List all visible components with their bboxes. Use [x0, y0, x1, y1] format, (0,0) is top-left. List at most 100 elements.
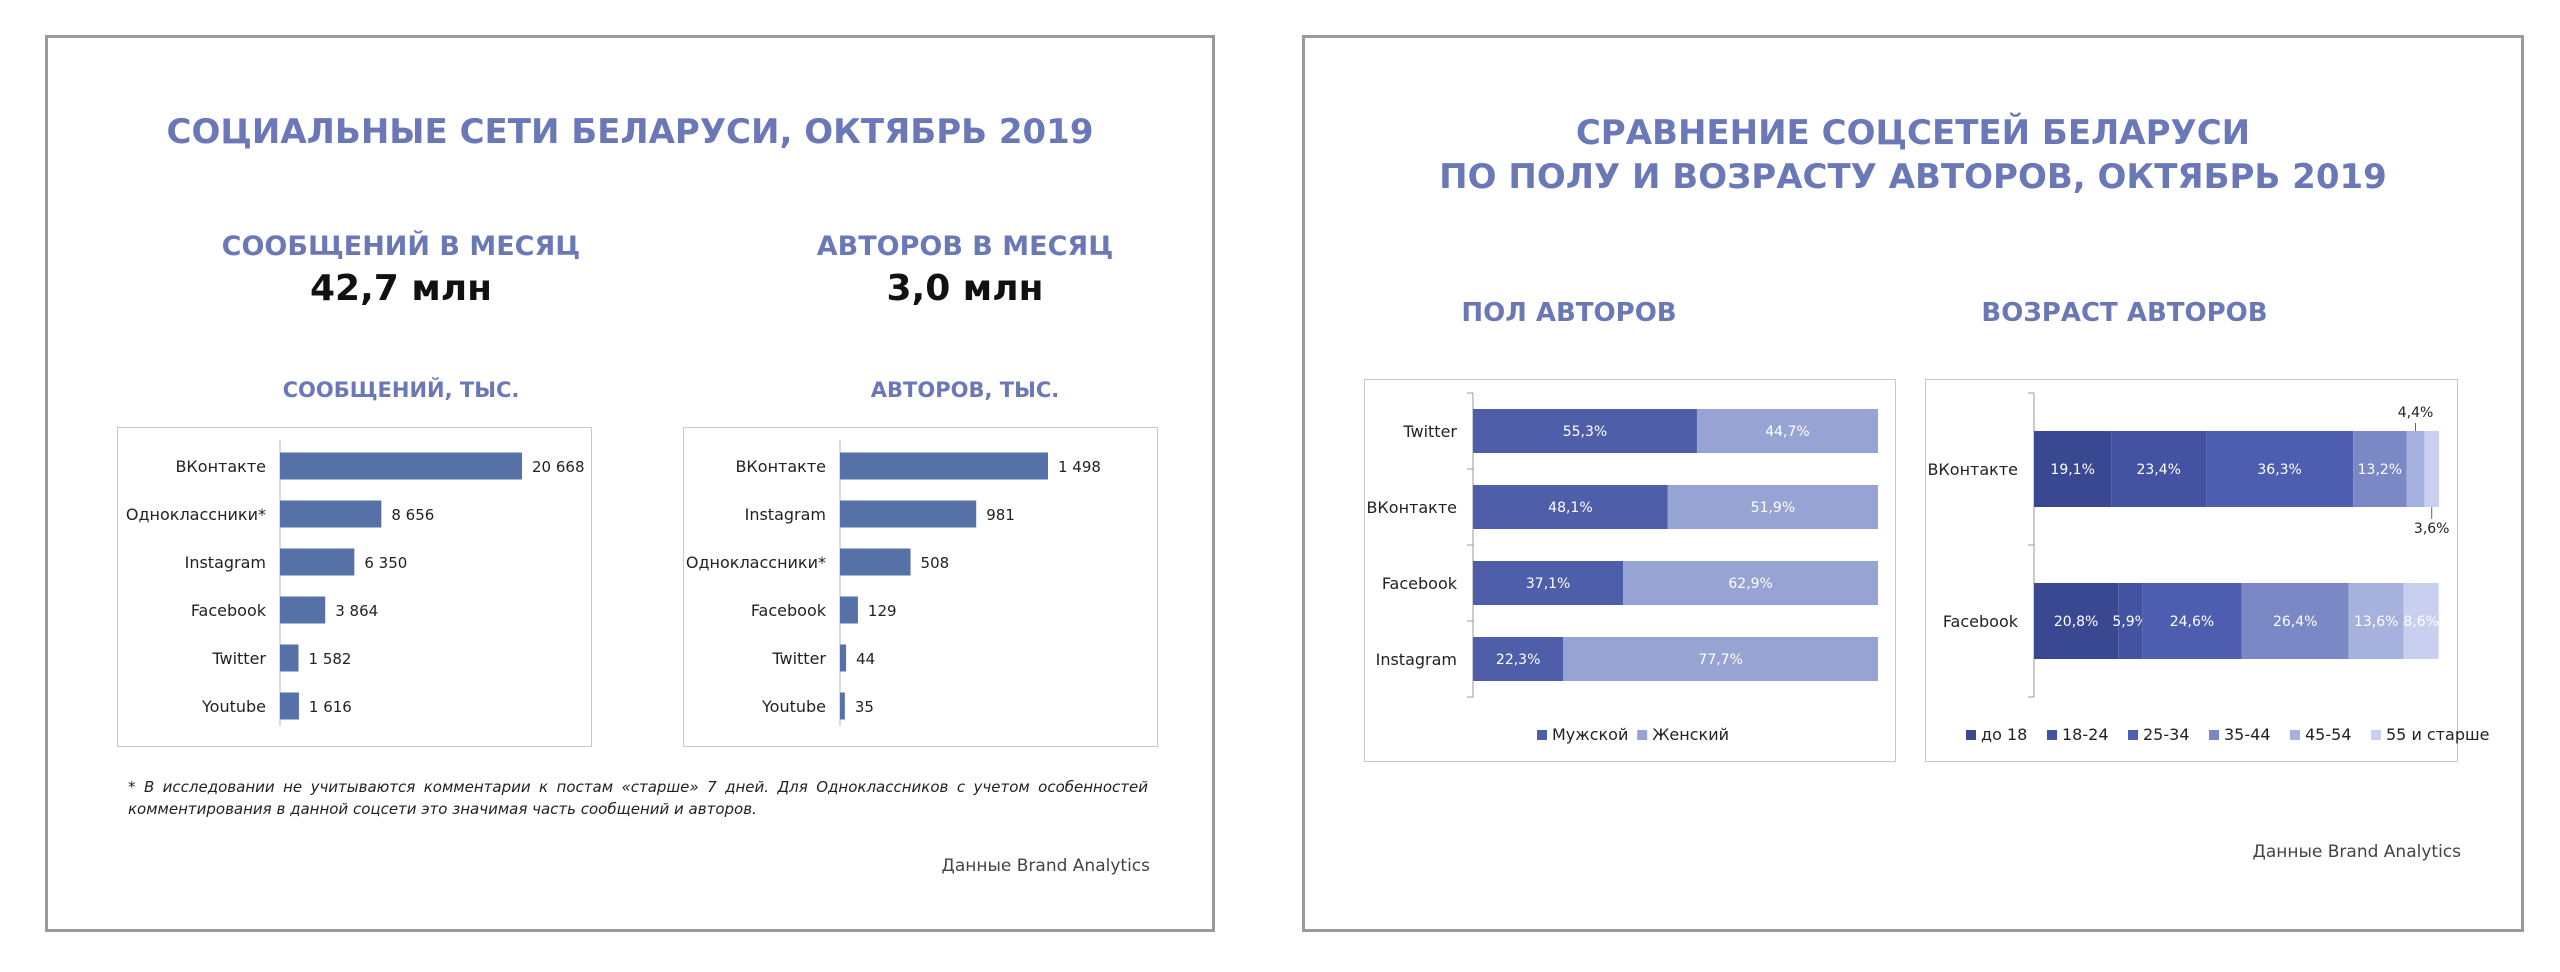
- messages-category-label: Instagram: [185, 553, 266, 572]
- kpi-messages-value: 42,7 млн: [309, 268, 493, 309]
- messages-value-label: 1 582: [309, 650, 352, 668]
- authors-bar: [840, 692, 845, 720]
- age-segment: [2353, 431, 2407, 507]
- source-label: Данные Brand Analytics: [2252, 842, 2461, 862]
- gender-legend-swatch: [1537, 730, 1547, 740]
- age-segment: [2118, 583, 2143, 659]
- authors-bar: [840, 596, 858, 624]
- gender-legend-label: Мужской: [1552, 725, 1628, 744]
- gender-category-label: Instagram: [1376, 650, 1457, 669]
- gender-legend-label: Женский: [1652, 725, 1729, 744]
- authors-bar: [840, 452, 1048, 480]
- age-legend-swatch: [2209, 730, 2219, 740]
- kpi-authors-label: АВТОРОВ В МЕСЯЦ: [816, 231, 1114, 262]
- messages-bar: [280, 548, 355, 576]
- age-legend-label: до 18: [1981, 725, 2027, 744]
- age-segment-label: 4,4%: [2398, 405, 2434, 421]
- age-category-label: Facebook: [1943, 612, 2019, 631]
- messages-chart-title: СООБЩЕНИЙ, ТЫС.: [282, 378, 520, 402]
- age-chart-svg: ВКонтакте 19,1% 23,4% 36,3% 13,2% 4,4% 3,6% Fac…: [1927, 392, 2490, 744]
- age-legend-label: 45-54: [2305, 725, 2352, 744]
- authors-bar: [840, 500, 977, 528]
- gender-segment: [1473, 485, 1668, 529]
- messages-bar: [280, 644, 299, 672]
- gender-segment-label: 55,3%: [1563, 424, 1607, 440]
- gender-segment-label: 51,9%: [1751, 500, 1795, 516]
- authors-category-label: Facebook: [751, 601, 827, 620]
- age-category-label: ВКонтакте: [1927, 460, 2018, 479]
- age-segment-label: 24,6%: [2170, 614, 2214, 630]
- age-segment-label: 20,8%: [2054, 614, 2098, 630]
- footnote: * В исследовании не учитываются коммента…: [128, 778, 1148, 818]
- gender-segment: [1473, 561, 1624, 605]
- age-segment: [2206, 431, 2354, 507]
- messages-category-label: Одноклассники*: [126, 505, 266, 524]
- gender-segment: [1473, 409, 1697, 453]
- source-label: Данные Brand Analytics: [941, 856, 1150, 876]
- gender-category-label: Facebook: [1382, 574, 1458, 593]
- messages-bar: [280, 452, 522, 480]
- messages-category-label: Youtube: [201, 697, 266, 716]
- age-segment-label: 26,4%: [2273, 614, 2317, 630]
- messages-value-label: 20 668: [532, 458, 585, 476]
- slide-social-networks: СОЦИАЛЬНЫЕ СЕТИ БЕЛАРУСИ, ОКТЯБРЬ 2019 С…: [45, 35, 1215, 932]
- messages-category-label: Facebook: [191, 601, 267, 620]
- authors-chart-svg: ВКонтакте 1 498 Instagram 981 Одноклассники*…: [686, 440, 1101, 726]
- age-segment: [2424, 431, 2439, 507]
- gender-segment: [1696, 409, 1878, 453]
- gender-segment: [1667, 485, 1878, 529]
- messages-value-label: 3 864: [335, 602, 378, 620]
- authors-category-label: Youtube: [761, 697, 826, 716]
- gender-segment-label: 44,7%: [1765, 424, 1809, 440]
- gender-legend-swatch: [1637, 730, 1648, 740]
- gender-segment: [1623, 561, 1878, 605]
- age-legend-swatch: [2047, 730, 2057, 740]
- authors-category-label: Instagram: [745, 505, 826, 524]
- page-title-line2: ПО ПОЛУ И ВОЗРАСТУ АВТОРОВ, ОКТЯБРЬ 2019: [1439, 157, 2387, 197]
- gender-heading: ПОЛ АВТОРОВ: [1461, 298, 1677, 328]
- messages-value-label: 8 656: [391, 506, 434, 524]
- age-segment-label: 13,2%: [2358, 462, 2402, 478]
- messages-chart: ВКонтакте 20 668 Одноклассники* 8 656 Instag…: [117, 427, 592, 747]
- age-legend-swatch: [2371, 730, 2381, 740]
- gender-category-label: Twitter: [1402, 422, 1457, 441]
- authors-bar: [840, 548, 911, 576]
- messages-bar: [280, 500, 382, 528]
- age-segment: [2111, 431, 2207, 507]
- authors-value-label: 44: [856, 650, 875, 668]
- authors-chart: ВКонтакте 1 498 Instagram 981 Одноклассники*…: [683, 427, 1158, 747]
- age-segment: [2034, 431, 2112, 507]
- kpi-authors-value: 3,0 млн: [886, 268, 1044, 309]
- age-segment-label: 13,6%: [2354, 614, 2398, 630]
- messages-category-label: Twitter: [211, 649, 266, 668]
- authors-value-label: 508: [921, 554, 950, 572]
- kpi-messages-label: СООБЩЕНИЙ В МЕСЯЦ: [221, 231, 581, 262]
- age-segment-label: 8,6%: [2403, 614, 2439, 630]
- age-legend-label: 35-44: [2224, 725, 2271, 744]
- page-title-line1: СРАВНЕНИЕ СОЦСЕТЕЙ БЕЛАРУСИ: [1575, 113, 2251, 153]
- age-segment: [2403, 583, 2439, 659]
- age-segment-label: 36,3%: [2257, 462, 2301, 478]
- age-legend-swatch: [1966, 730, 1976, 740]
- authors-value-label: 1 498: [1058, 458, 1101, 476]
- authors-category-label: Одноклассники*: [686, 553, 826, 572]
- gender-segment-label: 37,1%: [1526, 576, 1570, 592]
- age-legend-label: 25-34: [2143, 725, 2190, 744]
- age-heading: ВОЗРАСТ АВТОРОВ: [1981, 298, 2268, 328]
- authors-value-label: 129: [868, 602, 897, 620]
- age-chart: ВКонтакте 19,1% 23,4% 36,3% 13,2% 4,4% 3,6% Fac…: [1925, 379, 2490, 762]
- age-segment: [2348, 583, 2404, 659]
- gender-segment: [1563, 637, 1878, 681]
- age-segment-label: 23,4%: [2136, 462, 2180, 478]
- gender-segment-label: 77,7%: [1698, 652, 1742, 668]
- authors-value-label: 35: [855, 698, 874, 716]
- messages-category-label: ВКонтакте: [175, 457, 266, 476]
- messages-value-label: 6 350: [364, 554, 407, 572]
- authors-chart-title: АВТОРОВ, ТЫС.: [870, 378, 1060, 402]
- authors-category-label: Twitter: [771, 649, 826, 668]
- messages-chart-svg: ВКонтакте 20 668 Одноклассники* 8 656 Instag…: [126, 440, 585, 726]
- gender-chart-svg: Twitter 55,3% 44,7% ВКонтакте 48,1% 51,9% Face…: [1366, 392, 1878, 744]
- age-legend-label: 55 и старше: [2386, 725, 2490, 744]
- gender-chart: Twitter 55,3% 44,7% ВКонтакте 48,1% 51,9% Face…: [1364, 379, 1896, 762]
- age-legend-swatch: [2128, 730, 2138, 740]
